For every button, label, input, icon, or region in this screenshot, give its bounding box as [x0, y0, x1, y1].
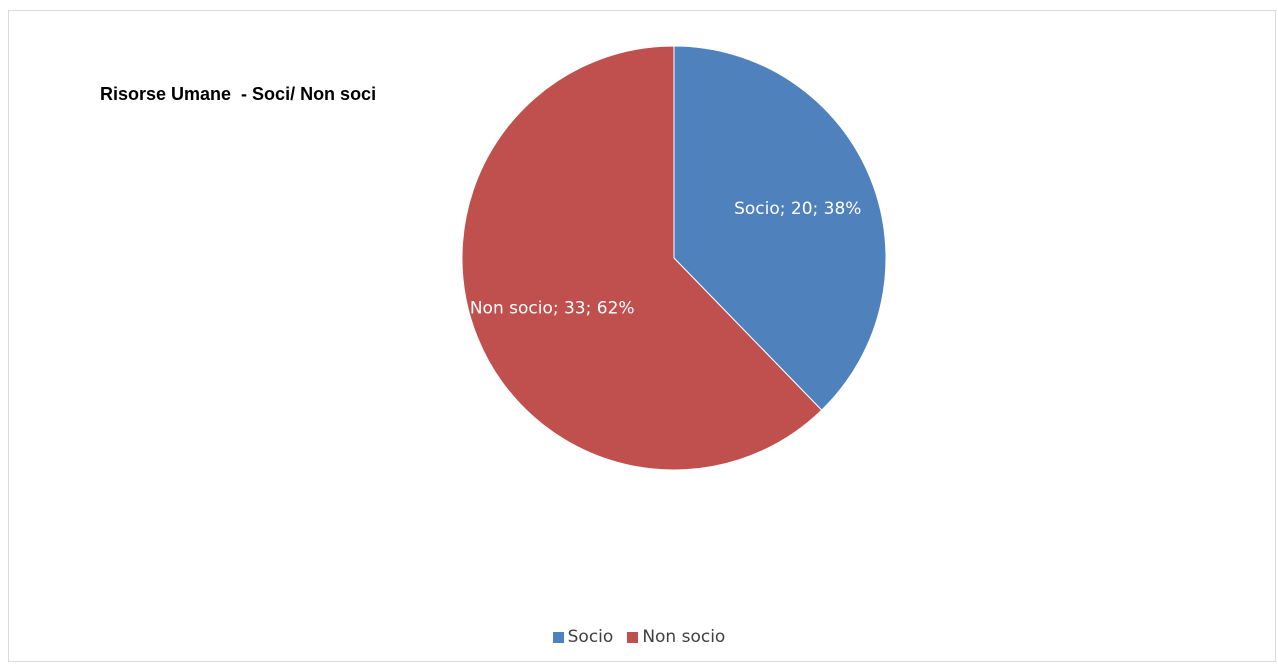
legend-label-socio: Socio	[567, 627, 614, 647]
legend-label-non-socio: Non socio	[642, 627, 726, 647]
pie-label-socio: Socio; 20; 38%	[734, 199, 861, 219]
legend: Socio Non socio	[0, 627, 1278, 647]
pie-slice-non-socio	[461, 45, 823, 471]
pie-labels: Socio; 20; 38% Non socio; 33; 62%	[470, 199, 862, 319]
pie-slices	[461, 45, 887, 471]
pie-label-non-socio: Non socio; 33; 62%	[470, 298, 635, 318]
pie-slice-socio	[673, 45, 887, 411]
legend-swatch-non-socio	[627, 631, 639, 643]
legend-swatch-socio	[552, 631, 564, 643]
legend-item-socio: Socio	[552, 627, 614, 647]
legend-item-non-socio: Non socio	[627, 627, 725, 647]
chart-title: Risorse Umane - Soci/ Non soci	[100, 84, 377, 104]
